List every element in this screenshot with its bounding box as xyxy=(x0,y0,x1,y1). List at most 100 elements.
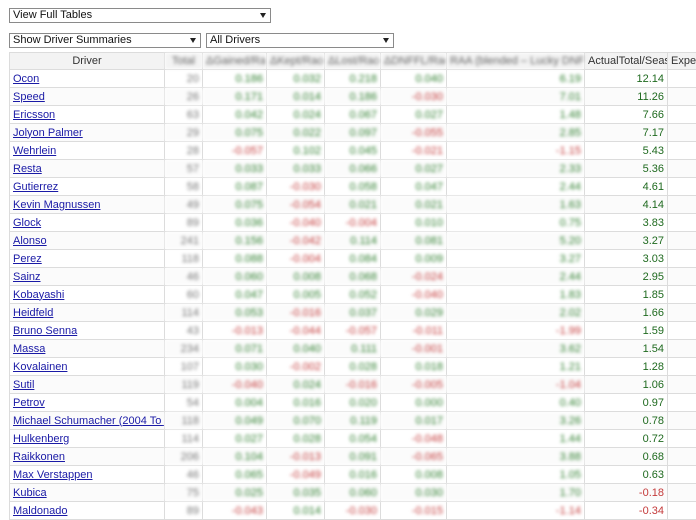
header-expected[interactable]: Expected xyxy=(668,53,696,70)
dnffl-cell: 0.017 xyxy=(381,412,447,430)
dnffl-cell: -0.011 xyxy=(381,322,447,340)
expected-cell xyxy=(668,484,696,502)
driver-link[interactable]: Bruno Senna xyxy=(13,325,77,337)
gained-cell: 0.088 xyxy=(203,250,267,268)
gained-cell: 0.053 xyxy=(203,304,267,322)
driver-link[interactable]: Alonso xyxy=(13,235,47,247)
driver-link[interactable]: Wehrlein xyxy=(13,145,56,157)
total-cell: 234 xyxy=(165,340,203,358)
gained-cell: -0.057 xyxy=(203,142,267,160)
summary-type-select[interactable]: Show Driver Summaries xyxy=(9,33,201,48)
kept-cell: 0.024 xyxy=(267,376,325,394)
header-total[interactable]: Total xyxy=(165,53,203,70)
driver-cell: Wehrlein xyxy=(10,142,165,160)
total-cell: 57 xyxy=(165,160,203,178)
view-tables-select[interactable]: View Full Tables xyxy=(9,8,271,23)
actual-cell: 12.14 xyxy=(585,70,668,88)
expected-cell xyxy=(668,448,696,466)
expected-cell xyxy=(668,502,696,520)
lost-cell: 0.067 xyxy=(325,106,381,124)
dropdown-arrow-icon xyxy=(383,38,389,43)
driver-link[interactable]: Petrov xyxy=(13,397,45,409)
raa-cell: -1.99 xyxy=(447,322,585,340)
driver-link[interactable]: Heidfeld xyxy=(13,307,53,319)
driver-link[interactable]: Massa xyxy=(13,343,45,355)
actual-cell: -0.18 xyxy=(585,484,668,502)
driver-cell: Max Verstappen xyxy=(10,466,165,484)
expected-cell xyxy=(668,376,696,394)
header-dnffl[interactable]: ΔDNFFL/Race xyxy=(381,53,447,70)
driver-link[interactable]: Perez xyxy=(13,253,42,265)
expected-cell xyxy=(668,268,696,286)
driver-link[interactable]: Kubica xyxy=(13,487,47,499)
expected-cell xyxy=(668,358,696,376)
actual-cell: 1.28 xyxy=(585,358,668,376)
actual-cell: 4.61 xyxy=(585,178,668,196)
driver-link[interactable]: Speed xyxy=(13,91,45,103)
driver-link[interactable]: Ocon xyxy=(13,73,39,85)
actual-cell: 7.17 xyxy=(585,124,668,142)
raa-cell: 7.01 xyxy=(447,88,585,106)
driver-link[interactable]: Sainz xyxy=(13,271,41,283)
header-gained[interactable]: ΔGained/Race xyxy=(203,53,267,70)
driver-filter-select[interactable]: All Drivers xyxy=(206,33,394,48)
driver-link[interactable]: Gutierrez xyxy=(13,181,58,193)
lost-cell: 0.016 xyxy=(325,466,381,484)
actual-cell: 0.72 xyxy=(585,430,668,448)
header-kept[interactable]: ΔKept/Race xyxy=(267,53,325,70)
actual-cell: 5.36 xyxy=(585,160,668,178)
raa-cell: 2.85 xyxy=(447,124,585,142)
driver-link[interactable]: Glock xyxy=(13,217,41,229)
header-lost[interactable]: ΔLost/Race xyxy=(325,53,381,70)
lost-cell: 0.052 xyxy=(325,286,381,304)
gained-cell: 0.033 xyxy=(203,160,267,178)
expected-cell xyxy=(668,466,696,484)
raa-cell: 1.21 xyxy=(447,358,585,376)
driver-link[interactable]: Kobayashi xyxy=(13,289,64,301)
total-cell: 206 xyxy=(165,448,203,466)
total-cell: 60 xyxy=(165,286,203,304)
dnffl-cell: -0.024 xyxy=(381,268,447,286)
gained-cell: 0.060 xyxy=(203,268,267,286)
table-row: Michael Schumacher (2004 To 2012)1180.04… xyxy=(10,412,696,430)
driver-summary-table: Driver Total ΔGained/Race ΔKept/Race ΔLo… xyxy=(9,52,696,520)
dnffl-cell: 0.027 xyxy=(381,106,447,124)
driver-link[interactable]: Hulkenberg xyxy=(13,433,69,445)
summary-type-select-value: Show Driver Summaries xyxy=(13,34,132,46)
driver-link[interactable]: Michael Schumacher (2004 To 2012) xyxy=(13,415,165,427)
driver-link[interactable]: Raikkonen xyxy=(13,451,65,463)
lost-cell: 0.021 xyxy=(325,196,381,214)
header-actual-total[interactable]: ActualTotal/Season xyxy=(585,53,668,70)
driver-link[interactable]: Kovalainen xyxy=(13,361,67,373)
driver-link[interactable]: Jolyon Palmer xyxy=(13,127,83,139)
driver-cell: Jolyon Palmer xyxy=(10,124,165,142)
gained-cell: 0.047 xyxy=(203,286,267,304)
raa-cell: -1.04 xyxy=(447,376,585,394)
header-raa[interactable]: RAA (blended – Lucky DNFFLs) xyxy=(447,53,585,70)
driver-link[interactable]: Sutil xyxy=(13,379,34,391)
lost-cell: 0.186 xyxy=(325,88,381,106)
driver-link[interactable]: Resta xyxy=(13,163,42,175)
total-cell: 26 xyxy=(165,88,203,106)
actual-cell: 1.54 xyxy=(585,340,668,358)
actual-cell: 2.95 xyxy=(585,268,668,286)
expected-cell xyxy=(668,142,696,160)
expected-cell xyxy=(668,286,696,304)
raa-cell: 3.62 xyxy=(447,340,585,358)
driver-link[interactable]: Maldonado xyxy=(13,505,67,517)
lost-cell: 0.097 xyxy=(325,124,381,142)
gained-cell: 0.087 xyxy=(203,178,267,196)
header-driver[interactable]: Driver xyxy=(10,53,165,70)
actual-cell: 11.26 xyxy=(585,88,668,106)
driver-link[interactable]: Max Verstappen xyxy=(13,469,93,481)
lost-cell: 0.045 xyxy=(325,142,381,160)
raa-cell: 0.75 xyxy=(447,214,585,232)
driver-link[interactable]: Ericsson xyxy=(13,109,55,121)
gained-cell: 0.027 xyxy=(203,430,267,448)
driver-link[interactable]: Kevin Magnussen xyxy=(13,199,100,211)
gained-cell: 0.075 xyxy=(203,196,267,214)
